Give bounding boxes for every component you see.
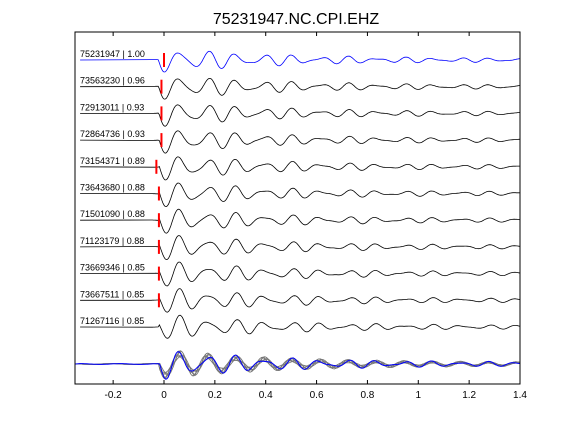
x-tick-label: 1: [416, 390, 422, 401]
trace-label-73643680: 73643680 | 0.88: [80, 183, 145, 193]
x-tick-label: 1.4: [513, 390, 527, 401]
stack-overlay-trace: [74, 353, 521, 378]
x-tick-label: -0.2: [105, 390, 123, 401]
stack-reference-trace: [74, 351, 521, 380]
stack-overlay-trace: [75, 354, 521, 379]
trace-73154371: [80, 156, 520, 181]
trace-73563230: [80, 77, 521, 100]
trace-75231947: [80, 50, 521, 73]
traces-group: [80, 50, 521, 339]
stack-overlay-trace: [74, 353, 520, 379]
stacked-overlay-group: [74, 350, 521, 380]
trace-72913011: [80, 104, 521, 127]
trace-label-71267116: 71267116 | 0.85: [80, 316, 144, 326]
x-tick-label: 0.4: [259, 390, 273, 401]
chart-title: 75231947.NC.CPI.EHZ: [213, 11, 380, 28]
trace-labels-group: 75231947 | 1.00 73563230 | 0.96 72913011 |…: [80, 49, 145, 326]
trace-71267116: [80, 314, 521, 339]
pick-markers-group: [155, 53, 165, 308]
x-tick-label: 0.2: [208, 390, 222, 401]
trace-label-73669346: 73669346 | 0.85: [80, 263, 145, 273]
trace-label-72913011: 72913011 | 0.93: [80, 102, 144, 112]
trace-label-71501090: 71501090 | 0.88: [80, 209, 145, 219]
trace-label-75231947: 75231947 | 1.00: [80, 49, 145, 59]
trace-label-71123179: 71123179 | 0.88: [80, 236, 144, 246]
x-tick-label: 0.8: [360, 390, 374, 401]
trace-72864736: [80, 130, 521, 154]
x-axis-ticks: -0.2 0 0.2 0.4 0.6 0.8 1 1.2 1.4: [105, 32, 527, 401]
trace-73643680: [80, 182, 521, 208]
trace-73669346: [80, 261, 521, 287]
trace-71123179: [80, 235, 521, 261]
x-tick-label: 1.2: [462, 390, 476, 401]
trace-label-73563230: 73563230 | 0.96: [80, 76, 145, 86]
x-tick-label: 0: [161, 390, 167, 401]
trace-71501090: [80, 208, 521, 234]
trace-label-73667511: 73667511 | 0.85: [80, 289, 144, 299]
axes-frame: [74, 31, 521, 385]
trace-73667511: [80, 288, 521, 313]
trace-label-73154371: 73154371 | 0.89: [80, 156, 145, 166]
x-tick-label: 0.6: [310, 390, 324, 401]
trace-label-72864736: 72864736 | 0.93: [80, 129, 145, 139]
